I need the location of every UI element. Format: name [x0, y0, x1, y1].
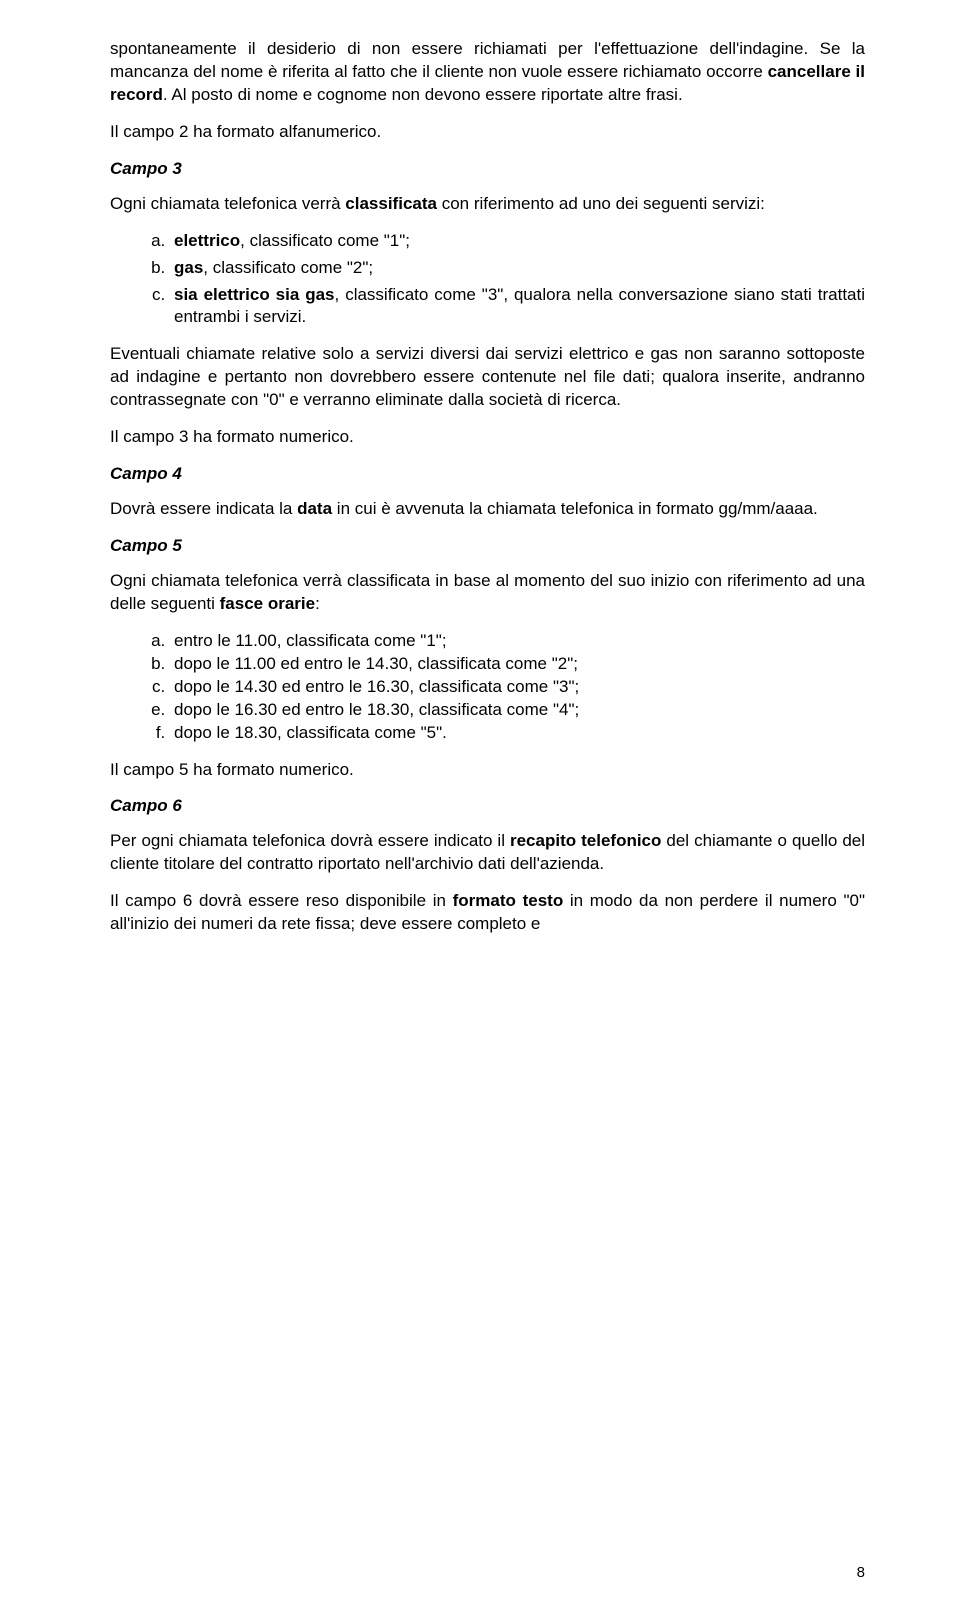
campo5-list: entro le 11.00, classificata come "1"; d…: [110, 630, 865, 745]
text-bold: gas: [174, 258, 203, 277]
text-bold: elettrico: [174, 231, 240, 250]
text: :: [315, 594, 320, 613]
list-item: elettrico, classificato come "1";: [170, 230, 865, 253]
campo3-list: elettrico, classificato come "1"; gas, c…: [110, 230, 865, 330]
text-bold: fasce orarie: [220, 594, 315, 613]
text: in cui è avvenuta la chiamata telefonica…: [332, 499, 818, 518]
text-bold: formato testo: [453, 891, 564, 910]
list-item: gas, classificato come "2";: [170, 257, 865, 280]
text: spontaneamente il desiderio di non esser…: [110, 39, 865, 81]
page-number: 8: [857, 1563, 865, 1583]
list-item: dopo le 16.30 ed entro le 18.30, classif…: [170, 699, 865, 722]
text: , classificato come "2";: [203, 258, 373, 277]
campo5-title: Campo 5: [110, 535, 865, 558]
text: Ogni chiamata telefonica verrà: [110, 194, 345, 213]
text-bold: classificata: [345, 194, 437, 213]
campo3-paragraph-3: Il campo 3 ha formato numerico.: [110, 426, 865, 449]
text: , classificato come "1";: [240, 231, 410, 250]
text-bold: data: [297, 499, 332, 518]
text: Dovrà essere indicata la: [110, 499, 297, 518]
list-item: dopo le 11.00 ed entro le 14.30, classif…: [170, 653, 865, 676]
text-bold: recapito telefonico: [510, 831, 661, 850]
text: con riferimento ad uno dei seguenti serv…: [437, 194, 765, 213]
text: Per ogni chiamata telefonica dovrà esser…: [110, 831, 510, 850]
text: . Al posto di nome e cognome non devono …: [163, 85, 683, 104]
campo6-paragraph-1: Per ogni chiamata telefonica dovrà esser…: [110, 830, 865, 876]
campo4-title: Campo 4: [110, 463, 865, 486]
list-item: sia elettrico sia gas, classificato come…: [170, 284, 865, 330]
campo4-paragraph-1: Dovrà essere indicata la data in cui è a…: [110, 498, 865, 521]
text: Il campo 6 dovrà essere reso disponibile…: [110, 891, 453, 910]
list-item: entro le 11.00, classificata come "1";: [170, 630, 865, 653]
campo5-paragraph-2: Il campo 5 ha formato numerico.: [110, 759, 865, 782]
list-item: dopo le 18.30, classificata come "5".: [170, 722, 865, 745]
campo6-title: Campo 6: [110, 795, 865, 818]
campo3-paragraph-2: Eventuali chiamate relative solo a servi…: [110, 343, 865, 412]
campo5-paragraph-1: Ogni chiamata telefonica verrà classific…: [110, 570, 865, 616]
paragraph-intro-1: spontaneamente il desiderio di non esser…: [110, 38, 865, 107]
campo3-paragraph-1: Ogni chiamata telefonica verrà classific…: [110, 193, 865, 216]
paragraph-intro-2: Il campo 2 ha formato alfanumerico.: [110, 121, 865, 144]
list-item: dopo le 14.30 ed entro le 16.30, classif…: [170, 676, 865, 699]
campo3-title: Campo 3: [110, 158, 865, 181]
text-bold: sia elettrico sia gas: [174, 285, 335, 304]
campo6-paragraph-2: Il campo 6 dovrà essere reso disponibile…: [110, 890, 865, 936]
